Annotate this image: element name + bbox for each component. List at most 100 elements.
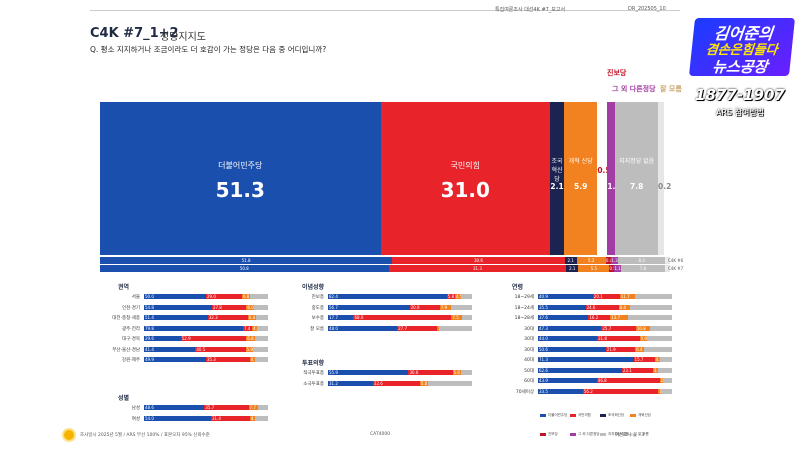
section-row-cell: 16.2 [588, 315, 611, 320]
section-row-cell: 27.7 [397, 325, 437, 331]
ars-label: ARS 참여방법 [715, 108, 765, 117]
section-row-cell [254, 357, 268, 362]
section-row-cell [660, 388, 672, 394]
callout-progressive: 진보당 [607, 69, 627, 77]
section-row-cell: 5.8 [446, 294, 455, 299]
logo-line3: 뉴스공장 [711, 58, 769, 76]
section-row-bar: 50.6 21.9 6.4 [538, 346, 672, 352]
section-row-cell: 71.3 [538, 357, 634, 362]
top-rule [90, 10, 680, 11]
bar-other: 1.1 [607, 102, 621, 255]
section-row-cell [255, 315, 268, 320]
meta-left: 특집여론조사 대선4K #7_보고서 [495, 7, 566, 13]
bar-none: 지지정당 없음 7.8 [615, 102, 658, 255]
section-row-cell [254, 336, 268, 341]
bar-joguk-value: 2.1 [550, 182, 564, 191]
section-row-label: 70세이상 [515, 389, 534, 395]
trend-cell: 5.2 [576, 257, 606, 264]
page-subtitle: 정당지지도 [160, 32, 206, 43]
section-row-label: 18~28세 [514, 316, 534, 321]
trend-cell: 0.3 [665, 257, 672, 264]
section-row-label: 진보층 [311, 295, 324, 300]
trend-cell: 7.8 [620, 265, 666, 272]
section-row-cell: 50.6 [538, 346, 606, 352]
footer-right: 여론조사 꽃 · 3 [615, 433, 645, 438]
section-row-label: 30대 [524, 347, 534, 353]
section-row-cell: 48.0 [328, 325, 398, 331]
section-row-cell [657, 367, 672, 373]
trend-row-current-label: C4K #7 결과 [668, 266, 692, 271]
bar-none-name: 지지정당 없음 [619, 158, 655, 165]
legend-item: 진보당 [540, 432, 570, 437]
section-title-age: 연령 [512, 284, 524, 291]
section-row-bar: 17.7 68.0 7.5 [328, 315, 472, 320]
section-row-label: 부산·울산·경남 [112, 347, 140, 353]
legend-swatch [630, 414, 636, 417]
section-row-bar: 54.031.44.1 [144, 415, 268, 421]
legend-label: 조국혁신당 [608, 413, 625, 417]
section-row-cell: 37.6 [538, 315, 589, 320]
section-row-cell: 46.8 [596, 378, 660, 383]
section-row-label: 18~24세 [514, 305, 534, 311]
section-row-cell [460, 370, 472, 375]
section-row-bar: 54.8 27.8 6.0 [144, 304, 268, 310]
question-code: C4K #7_1+2 [90, 26, 179, 41]
legend-swatch [600, 414, 606, 417]
section-row-cell [462, 315, 472, 320]
section-row-label: 40대 [524, 358, 534, 363]
section-row-cell: 30.6 [408, 370, 453, 375]
sun-logo [64, 430, 74, 440]
section-row-cell: 55.9 [328, 370, 409, 375]
section-row-cell: 27.8 [211, 304, 247, 310]
section-row-cell: 6.4 [635, 346, 644, 352]
legend-label: 국민의힘 [578, 413, 591, 417]
bar-minjoo-value: 51.3 [215, 178, 265, 202]
section-row-bar: 44.0 31.8 5.9 [538, 336, 672, 341]
trend-cell: 2.1 [566, 265, 579, 272]
bar-unsure: 0.2 [658, 102, 672, 255]
section-row-cell: 54.0 [144, 415, 211, 421]
section-row-label: 30대 [524, 337, 534, 342]
section-row-label: 적극투표층 [303, 371, 324, 376]
bar-unsure-value: 0.2 [658, 182, 672, 191]
section-row-label: 중도층 [311, 305, 324, 311]
section-row-bar: 50.0 29.0 6.8 [144, 294, 268, 299]
trend-cell: 5.5 [578, 265, 610, 272]
section-row-label: 강원·제주 [122, 358, 140, 363]
legend-swatch [540, 414, 546, 417]
section-title-ideology: 이념성향 [302, 284, 325, 291]
section-row-bar: 82.45.84.5 [328, 294, 472, 299]
section-row-cell: 4.1 [249, 415, 255, 421]
section-row-cell: 1.2 [437, 325, 439, 331]
section-row-label: 인천·경기 [122, 305, 140, 311]
bar-reform-name: 개혁 신당 [568, 158, 593, 165]
section-row-cell: 68.0 [353, 315, 452, 320]
section-row-label: 대구·경북 [122, 337, 140, 342]
section-row-bar: 47.3 25.7 10.8 [538, 325, 672, 331]
section-row-cell: 79.8 [144, 325, 243, 331]
section-row-cell: 41.4 [144, 346, 196, 352]
section-row-cell: 62.6 [538, 367, 622, 373]
section-row-cell: 8.4 [618, 304, 630, 310]
callout-other: 그 외 다른정당 [612, 85, 656, 93]
trend-cell: 0.2 [665, 265, 672, 272]
section-row-cell: 29.0 [206, 294, 242, 299]
section-row-label: 서울 [131, 295, 140, 300]
section-row-cell: 56.2 [582, 388, 659, 394]
legend-swatch [630, 433, 636, 436]
legend-item: 그 외 다른정당 [570, 432, 600, 437]
bar-joguk-name: 조국 혁신당 [551, 158, 563, 183]
bar-progressive-value: 0.5 [597, 166, 611, 175]
section-row-cell: 1.9 [658, 388, 661, 394]
section-row-cell [451, 304, 472, 310]
section-row-cell [660, 357, 672, 362]
section-row-cell: 21.9 [605, 346, 636, 352]
footer-left: 조사일시 2025년 5월 / ARS 무선 100% / 표본오차 95% 신… [80, 433, 210, 438]
section-row-cell: 31.4 [210, 415, 250, 421]
section-row-cell: 7.9 [439, 304, 452, 310]
section-row-label: 18~29세 [514, 295, 534, 300]
section-row-cell: 6.8 [246, 336, 255, 341]
section-row-cell: 17.7 [328, 315, 354, 320]
section-row-bar: 40.9 20.1 11.7 [538, 294, 672, 299]
